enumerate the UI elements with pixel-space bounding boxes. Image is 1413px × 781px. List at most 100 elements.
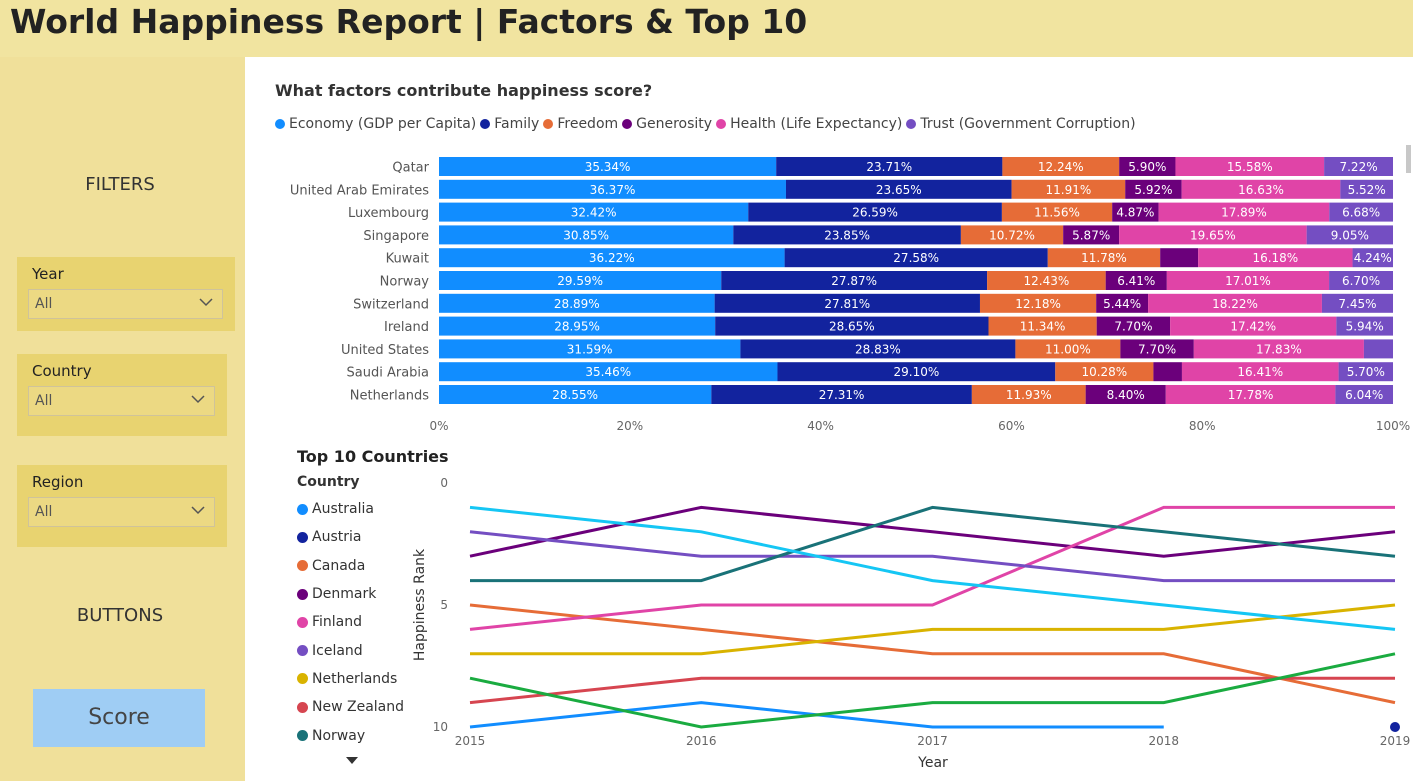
data-label: 18.22% <box>1212 297 1258 311</box>
legend-dot <box>297 730 308 742</box>
top10-line-chart: 0 5 10 2015 2016 2017 2018 2019 Year Happiness Ra… <box>412 476 1410 771</box>
bar-segment <box>785 179 1012 199</box>
bar-segment <box>988 316 1097 336</box>
score-button[interactable]: Score <box>33 689 205 747</box>
region-filter-label: Region <box>32 473 84 491</box>
category-label: Norway <box>380 275 430 290</box>
legend-dot <box>297 673 308 685</box>
data-label: 28.95% <box>554 320 600 334</box>
legend-item[interactable]: Freedom <box>543 116 618 132</box>
bar-segment <box>1329 202 1393 222</box>
category-label: Netherlands <box>350 389 429 404</box>
bar-segment <box>439 225 734 245</box>
legend-dot <box>275 119 285 129</box>
legend-dot <box>297 701 308 713</box>
legend-dot <box>480 119 491 129</box>
bar-segment <box>439 271 722 290</box>
x-tick-label: 60% <box>998 419 1025 433</box>
legend-item[interactable]: Netherlands <box>297 665 404 693</box>
factors-chart-title: What factors contribute happiness score? <box>275 81 653 100</box>
bar-segment <box>1181 179 1341 199</box>
bar-segment <box>1336 316 1393 336</box>
country-dropdown[interactable]: All <box>28 386 215 416</box>
bar-segment <box>1096 293 1149 313</box>
bar-segment <box>1105 271 1167 290</box>
x-tick-label: 100% <box>1376 419 1410 433</box>
legend-item[interactable]: Iceland <box>297 636 404 664</box>
legend-title: Country <box>297 474 360 490</box>
bar-segment <box>1002 157 1120 176</box>
legend-item[interactable]: Canada <box>297 552 404 580</box>
legend-item[interactable]: Economy (GDP per Capita) <box>275 116 476 132</box>
data-label: 12.24% <box>1038 160 1084 174</box>
page-title: World Happiness Report | Factors & Top 1… <box>10 2 808 41</box>
bar-segment <box>1181 362 1339 382</box>
legend-item[interactable]: Austria <box>297 523 404 551</box>
x-tick-label: 2015 <box>455 734 486 748</box>
data-label: 23.85% <box>824 228 870 242</box>
legend-item[interactable]: Australia <box>297 495 404 523</box>
data-label: 5.90% <box>1128 160 1166 174</box>
legend-label: Health (Life Expectancy) <box>730 116 903 132</box>
data-label: 7.45% <box>1338 297 1376 311</box>
series-line <box>469 676 1395 705</box>
country-dropdown-value: All <box>35 393 53 409</box>
y-tick-label: 0 <box>440 476 448 490</box>
legend-item[interactable]: Finland <box>297 608 404 636</box>
legend-label: Netherlands <box>312 670 398 687</box>
x-tick-label: 2018 <box>1148 734 1179 748</box>
filters-heading: FILTERS <box>85 174 155 195</box>
region-dropdown[interactable]: All <box>28 497 215 527</box>
y-axis-title: Happiness Rank <box>412 548 428 661</box>
bar-segment <box>784 248 1048 268</box>
category-label: Switzerland <box>353 297 429 312</box>
bar-segment <box>1011 179 1126 199</box>
legend-label: Austria <box>312 529 362 546</box>
legend-item[interactable]: Norway <box>297 721 404 749</box>
bar-segment <box>1001 202 1113 222</box>
year-dropdown[interactable]: All <box>28 289 223 319</box>
report-canvas <box>245 57 1413 781</box>
legend-label: Denmark <box>312 586 377 603</box>
data-label: 28.89% <box>554 297 600 311</box>
data-label: 27.81% <box>824 297 870 311</box>
legend-item[interactable]: Health (Life Expectancy) <box>716 116 902 132</box>
legend-item[interactable]: Denmark <box>297 580 404 608</box>
buttons-heading: BUTTONS <box>76 605 164 626</box>
bar-segment <box>1321 293 1393 313</box>
bar-segment <box>439 293 715 313</box>
legend-dot <box>297 531 308 543</box>
category-label: United Arab Emirates <box>290 183 429 198</box>
data-label: 11.78% <box>1081 251 1127 265</box>
data-label: 9.05% <box>1331 228 1369 242</box>
legend-label: Iceland <box>312 642 363 659</box>
legend-item[interactable]: Family <box>480 116 539 132</box>
legend-dot <box>297 503 308 515</box>
bar-segment <box>1338 362 1393 382</box>
data-label: 7.70% <box>1114 320 1152 334</box>
bar-segment <box>1175 157 1325 176</box>
bar-segment <box>721 271 988 290</box>
category-label: Saudi Arabia <box>347 366 430 381</box>
legend-item[interactable]: Generosity <box>622 116 712 132</box>
region-dropdown-value: All <box>35 504 53 520</box>
data-label: 17.89% <box>1221 206 1267 220</box>
year-filter: Year All <box>17 257 235 331</box>
legend-item[interactable]: Trust (Government Corruption) <box>906 116 1136 132</box>
data-label: 11.91% <box>1046 183 1092 197</box>
data-label: 28.83% <box>855 342 901 356</box>
data-label: 16.63% <box>1238 183 1284 197</box>
legend-scroll-down-icon[interactable] <box>344 755 360 767</box>
factors-bar-chart: Qatar 35.34% 23.71% 12.24% 5.90% 15.58% 7.22% U… <box>290 157 1410 433</box>
legend-dot <box>906 119 917 129</box>
bar-segment <box>1112 202 1159 222</box>
data-label: 5.52% <box>1348 183 1386 197</box>
legend-item[interactable]: New Zealand <box>297 693 404 721</box>
chevron-down-icon <box>191 506 205 515</box>
category-label: Ireland <box>384 320 429 335</box>
bar-segment <box>971 385 1086 404</box>
series-line <box>469 505 1396 631</box>
chart-scrollbar[interactable] <box>1406 145 1411 173</box>
data-label: 7.22% <box>1339 160 1377 174</box>
data-label: 32.42% <box>571 206 617 220</box>
